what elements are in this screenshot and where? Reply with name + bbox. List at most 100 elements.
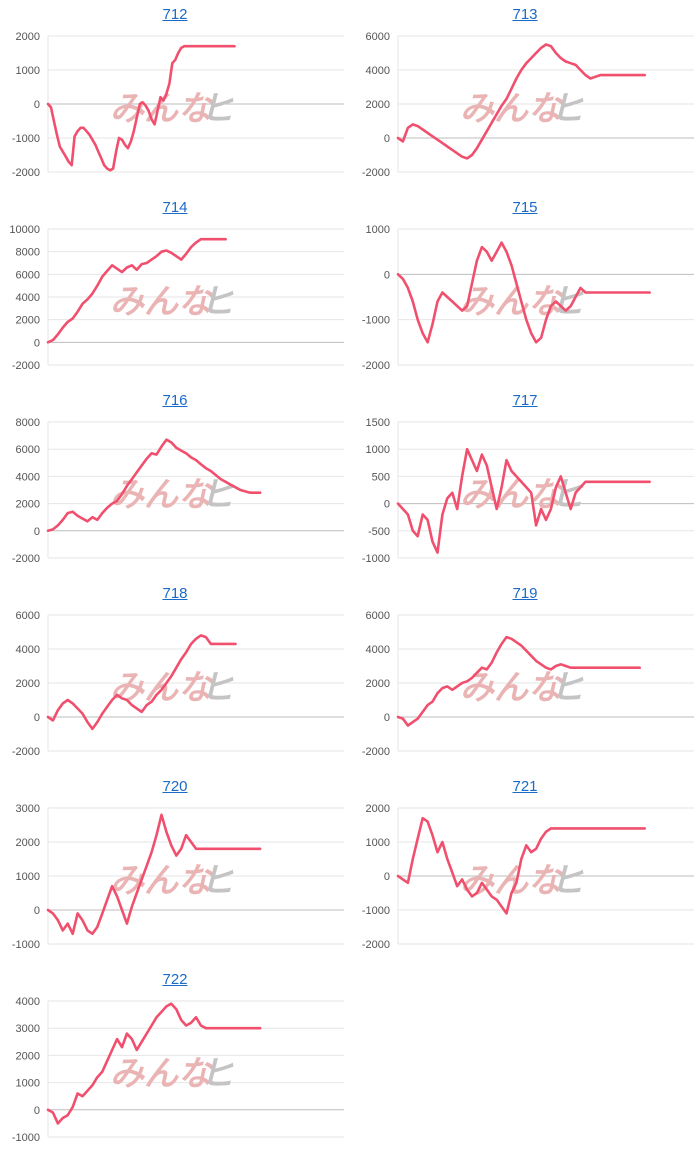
chart-panel-712: 712 2000 1000 0 -1000 -2000 みんなヒ [0,0,350,190]
chart-panel-716: 716 8000 6000 4000 2000 0 -2000 みんなヒ [0,386,350,576]
y-tick-label: 0 [34,1105,40,1117]
chart-title-link[interactable]: 714 [162,199,188,216]
watermark-right: ヒ [200,476,234,514]
y-tick-label: 2000 [16,837,40,849]
y-tick-label: 6000 [16,269,40,281]
series-line [46,438,262,533]
y-tick-label: 2000 [16,31,40,43]
series-line [396,241,651,344]
chart-panel-722: 722 4000 3000 2000 1000 0 -1000 みんなヒ [0,965,350,1155]
y-tick-label: 3000 [16,1023,40,1035]
y-tick-label: 3000 [16,803,40,815]
y-tick-label: -2000 [12,167,40,179]
y-tick-label: 4000 [16,996,40,1008]
y-tick-label: 2000 [366,99,390,111]
chart-panel-713: 713 6000 4000 2000 0 -2000 みんなヒ [350,0,700,190]
chart-title-link[interactable]: 722 [162,971,188,988]
watermark-right: ヒ [200,283,234,321]
chart-title-link[interactable]: 713 [512,6,538,23]
y-tick-label: 1000 [366,837,390,849]
chart-title-link[interactable]: 717 [512,392,538,409]
chart-panel-714: 714 10000 8000 6000 4000 2000 0 -2000 みんなヒ [0,193,350,383]
chart-title-link[interactable]: 712 [162,6,188,23]
watermark-right: ヒ [550,862,584,900]
watermark-left: みんな [460,476,565,514]
watermark-left: みんな [110,476,215,514]
watermark-right: ヒ [550,90,584,128]
y-tick-label: 2000 [16,1050,40,1062]
y-tick-label: 6000 [366,610,390,622]
y-tick-label: 8000 [16,247,40,259]
y-tick-label: -2000 [362,360,390,372]
y-tick-label: 4000 [16,292,40,304]
chart-panel-718: 718 6000 4000 2000 0 -2000 みんなヒ [0,579,350,769]
chart-title-link[interactable]: 719 [512,585,538,602]
y-tick-label: -1000 [12,1132,40,1144]
chart-panel-719: 719 6000 4000 2000 0 -2000 みんなヒ [350,579,700,769]
chart-title-link[interactable]: 716 [162,392,188,409]
y-tick-label: -1000 [362,905,390,917]
y-tick-label: 1000 [16,65,40,77]
y-tick-label: 2000 [16,315,40,327]
chart-panel-720: 720 3000 2000 1000 0 -1000 みんなヒ [0,772,350,962]
watermark-left: みんな [460,669,565,707]
y-tick-label: -1000 [12,133,40,145]
watermark-left: みんな [110,862,215,900]
y-tick-label: 4000 [366,644,390,656]
y-tick-label: 4000 [366,65,390,77]
series-line [46,1002,262,1125]
y-tick-label: -2000 [12,746,40,758]
watermark-right: ヒ [550,669,584,707]
y-tick-label: -2000 [362,939,390,951]
watermark-left: みんな [110,90,215,128]
y-tick-label: 10000 [9,224,40,236]
y-tick-label: 4000 [16,471,40,483]
chart-title-link[interactable]: 718 [162,585,188,602]
y-tick-label: 1000 [366,224,390,236]
watermark-right: ヒ [200,862,234,900]
y-tick-label: -2000 [362,746,390,758]
y-tick-label: 0 [34,905,40,917]
y-tick-label: 1500 [366,417,390,429]
watermark-right: ヒ [200,1055,234,1093]
y-tick-label: 1000 [366,444,390,456]
y-tick-label: 2000 [366,678,390,690]
y-tick-label: -2000 [12,553,40,565]
series-line [396,816,646,915]
y-tick-label: -500 [368,526,390,538]
y-tick-label: 0 [384,712,390,724]
y-tick-label: 0 [384,133,390,145]
watermark-left: みんな [110,283,215,321]
y-tick-label: -1000 [362,315,390,327]
y-tick-label: 0 [384,871,390,883]
y-tick-label: -2000 [362,167,390,179]
y-tick-label: 0 [34,526,40,538]
y-tick-label: 6000 [16,610,40,622]
watermark-left: みんな [460,90,565,128]
y-tick-label: 4000 [16,644,40,656]
chart-title-link[interactable]: 720 [162,778,188,795]
chart-title-link[interactable]: 715 [512,199,538,216]
y-tick-label: 2000 [16,678,40,690]
series-line [396,43,646,160]
watermark-left: みんな [110,1055,215,1093]
watermark-right: ヒ [200,90,234,128]
series-line [46,634,237,731]
series-line [46,813,262,936]
y-tick-label: 0 [384,499,390,511]
chart-title-link[interactable]: 721 [512,778,538,795]
series-line [396,635,641,727]
series-line [46,237,227,344]
series-line [396,447,651,554]
chart-panel-715: 715 1000 0 -1000 -2000 みんなヒ [350,193,700,383]
